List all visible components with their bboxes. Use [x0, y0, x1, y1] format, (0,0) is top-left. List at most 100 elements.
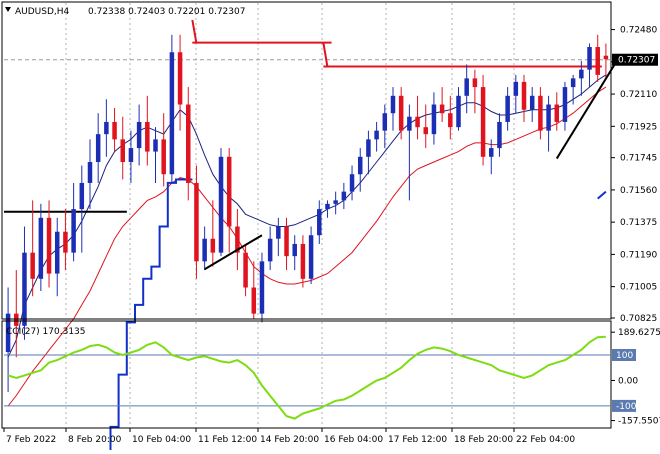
- candle-body: [136, 121, 142, 149]
- x-tick-label: 8 Feb 20:00: [68, 435, 122, 445]
- candle-body: [251, 287, 257, 314]
- candle-body: [341, 191, 347, 201]
- candle-body: [292, 243, 297, 257]
- candle-body: [480, 87, 486, 157]
- candle-body: [14, 313, 19, 326]
- candle-body: [128, 148, 134, 163]
- candle-body: [415, 116, 420, 128]
- candle-body: [226, 156, 232, 227]
- candle-body: [472, 78, 478, 88]
- candle-body: [333, 200, 338, 204]
- candle-body: [87, 162, 93, 183]
- candle-body: [423, 127, 428, 135]
- symbol-dropdown-icon[interactable]: [5, 7, 11, 12]
- y-tick-label: 0.71190: [620, 250, 657, 260]
- candle-body: [579, 69, 584, 79]
- cci-line: [7, 335, 606, 420]
- y-tick-label: 0.71375: [620, 218, 657, 228]
- lower-band-line: [109, 178, 193, 454]
- cci-tick-label: -100: [616, 402, 637, 412]
- candle-body: [5, 313, 11, 352]
- candle-body: [603, 55, 609, 60]
- candle-body: [79, 182, 85, 210]
- candle-body: [390, 95, 396, 114]
- cci-label: CCI(27) 170.3135: [6, 327, 86, 337]
- candle-body: [595, 47, 600, 75]
- candle-body: [349, 174, 355, 192]
- candle-body: [235, 226, 240, 253]
- candle-body: [267, 238, 273, 262]
- x-tick-label: 18 Feb 20:00: [454, 435, 513, 445]
- x-tick-label: 22 Feb 04:00: [516, 435, 575, 445]
- candle-body: [554, 104, 560, 122]
- y-tick-label: 0.72110: [620, 90, 657, 100]
- slow-moving-average-line: [7, 86, 607, 407]
- candle-body: [95, 134, 101, 163]
- candle-body: [456, 95, 461, 128]
- y-tick-label: 0.71005: [620, 283, 657, 293]
- candle-body: [357, 156, 363, 175]
- candle-body: [243, 252, 248, 288]
- candle-body: [562, 87, 568, 122]
- candle-body: [22, 252, 27, 326]
- candle-body: [382, 113, 388, 131]
- candle-body: [398, 95, 404, 131]
- y-tick-label: 0.71745: [620, 154, 657, 164]
- trendline[interactable]: [597, 190, 607, 200]
- current-price-tag: [612, 53, 658, 66]
- candle-body: [112, 121, 117, 140]
- candle-body: [513, 81, 519, 96]
- candle-body: [439, 104, 445, 114]
- candle-body: [54, 231, 60, 274]
- candle-body: [317, 209, 322, 236]
- main-panel-frame: [1, 1, 612, 320]
- y-tick-label: 0.71560: [620, 186, 657, 196]
- candle-body: [30, 252, 35, 279]
- candle-body: [308, 235, 314, 279]
- cci-tick-label: -157.5507: [618, 417, 660, 427]
- candle-body: [505, 95, 510, 122]
- x-tick-label: 10 Feb 04:00: [132, 435, 191, 445]
- candle-body: [194, 182, 199, 262]
- upper-band-step: [191, 19, 198, 43]
- x-tick-label: 16 Feb 04:00: [324, 435, 383, 445]
- x-tick-label: 7 Feb 2022: [6, 435, 56, 445]
- x-tick-label: 11 Feb 12:00: [198, 435, 257, 445]
- indicator-panel-frame: [1, 320, 612, 429]
- candle-body: [169, 52, 175, 175]
- candle-body: [145, 121, 150, 152]
- candle-body: [177, 52, 183, 105]
- candle-body: [366, 139, 371, 157]
- candle-body: [448, 113, 453, 128]
- candle-body: [374, 130, 379, 140]
- candle-body: [161, 139, 166, 175]
- cci-tick-label: 0.00: [618, 376, 638, 386]
- candle-body: [46, 217, 52, 274]
- cci-level-tag: [612, 399, 636, 412]
- y-tick-label: 0.71925: [620, 122, 657, 132]
- candle-body: [325, 203, 330, 210]
- candle-body: [120, 139, 125, 163]
- trendline[interactable]: [204, 234, 263, 271]
- cci-tick-label: 189.6275: [618, 328, 660, 338]
- candle-body: [546, 104, 551, 131]
- candle-body: [529, 95, 535, 110]
- candle-body: [570, 78, 576, 88]
- candle-body: [218, 156, 224, 253]
- candle-body: [153, 139, 158, 152]
- candle-body: [300, 243, 306, 279]
- candle-body: [210, 238, 216, 253]
- trendline[interactable]: [555, 64, 615, 160]
- candle-body: [284, 226, 289, 257]
- candle-body: [186, 104, 191, 183]
- ohlc-readout: 0.72338 0.72403 0.72201 0.72307: [88, 7, 245, 17]
- candle-body: [497, 121, 502, 149]
- symbol-label: AUDUSD,H4: [15, 7, 70, 17]
- y-tick-label: 0.70825: [620, 314, 657, 324]
- candle-body: [38, 217, 44, 279]
- cci-tick-label: 100: [616, 351, 633, 361]
- candle-body: [259, 261, 265, 314]
